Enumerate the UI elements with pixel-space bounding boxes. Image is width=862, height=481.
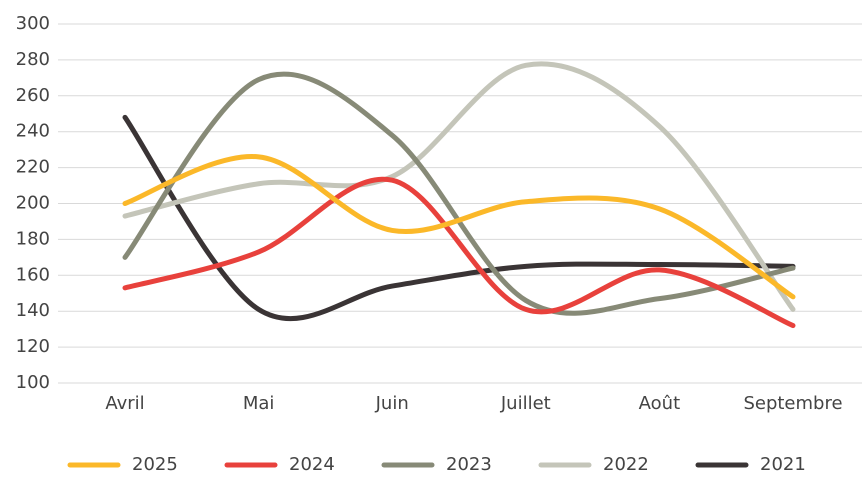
y-tick-label: 220: [16, 157, 50, 178]
legend-label: 2023: [446, 454, 492, 475]
legend-label: 2021: [760, 454, 806, 475]
x-tick-label: Septembre: [743, 393, 842, 414]
y-tick-label: 200: [16, 193, 50, 214]
series-line: [122, 154, 796, 300]
legend-label: 2022: [603, 454, 649, 475]
series-line: [122, 71, 796, 316]
legend-label: 2025: [132, 454, 178, 475]
x-tick-label: Juin: [375, 393, 409, 414]
x-tick-label: Avril: [105, 393, 144, 414]
y-tick-label: 100: [16, 372, 50, 393]
y-tick-label: 300: [16, 13, 50, 34]
y-tick-label: 140: [16, 300, 50, 321]
y-tick-label: 280: [16, 49, 50, 70]
y-tick-label: 240: [16, 121, 50, 142]
y-tick-label: 180: [16, 228, 50, 249]
y-tick-label: 260: [16, 85, 50, 106]
series-line: [122, 61, 796, 312]
x-tick-label: Août: [639, 393, 680, 414]
legend-label: 2024: [289, 454, 335, 475]
y-tick-label: 160: [16, 264, 50, 285]
series-line: [122, 176, 796, 329]
y-tick-label: 120: [16, 336, 50, 357]
x-tick-label: Juillet: [500, 393, 551, 414]
x-tick-label: Mai: [243, 393, 275, 414]
